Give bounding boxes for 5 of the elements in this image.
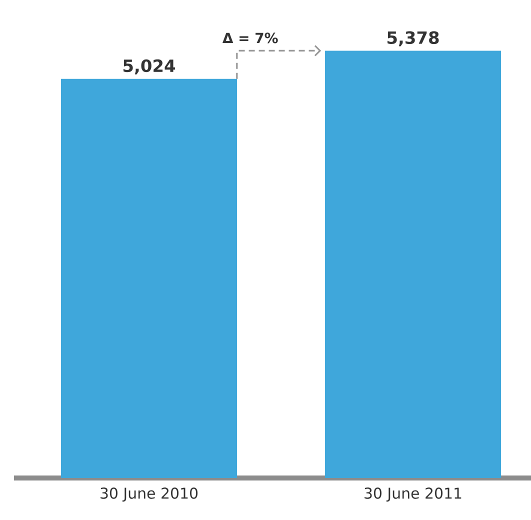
text: Δ = 7% bbox=[222, 32, 278, 44]
x-tick-label: 30 June 2010 bbox=[100, 488, 198, 502]
data-label: 5,378 bbox=[388, 31, 439, 46]
x-tick-label: 30 June 2011 bbox=[364, 488, 462, 502]
data-label: 5,024 bbox=[124, 59, 176, 74]
